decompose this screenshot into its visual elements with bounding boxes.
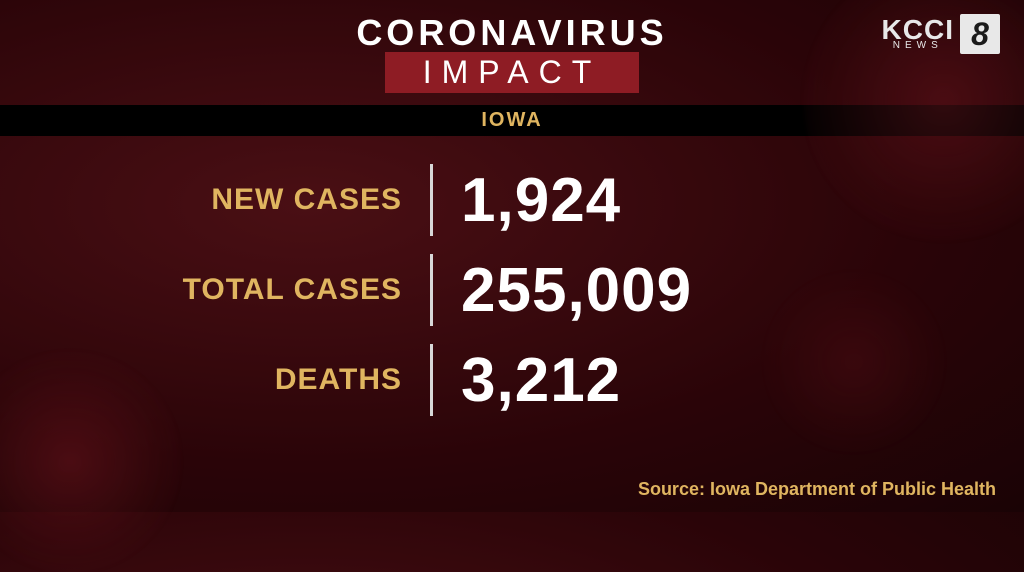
station-logo: KCCI NEWS 8 (882, 14, 1000, 54)
state-label: IOWA (481, 109, 542, 131)
title-sub: IMPACT (423, 54, 602, 90)
stat-label-total-cases: TOTAL CASES (60, 273, 430, 307)
logo-channel: 8 (960, 14, 1000, 54)
stat-value-deaths: 3,212 (433, 345, 621, 416)
logo-sub: NEWS (882, 40, 954, 51)
header: CORONAVIRUS IMPACT KCCI NEWS 8 (0, 0, 1024, 93)
title-main: CORONAVIRUS (0, 12, 1024, 54)
stat-value-total-cases: 255,009 (433, 255, 692, 326)
source-attribution: Source: Iowa Department of Public Health (638, 479, 996, 500)
stat-label-new-cases: NEW CASES (60, 183, 430, 217)
stat-value-new-cases: 1,924 (433, 165, 621, 236)
logo-text-block: KCCI NEWS (882, 17, 954, 51)
virus-background-decoration (764, 272, 944, 452)
logo-station: KCCI (882, 17, 954, 42)
title-sub-background: IMPACT (385, 52, 640, 93)
